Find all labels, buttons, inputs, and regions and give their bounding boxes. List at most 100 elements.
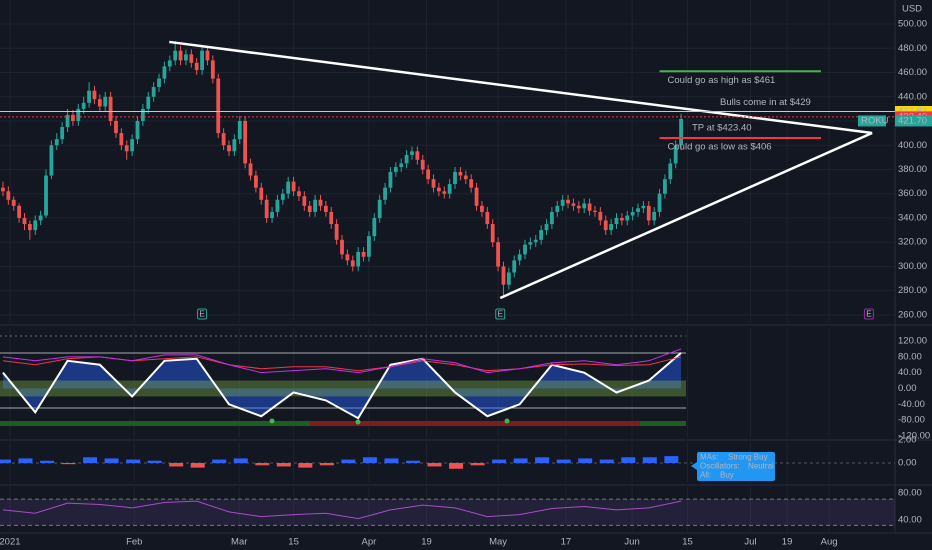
pane-separators bbox=[0, 0, 932, 534]
histogram-bar bbox=[0, 459, 11, 464]
y-tick-label: 120.00 bbox=[898, 336, 927, 347]
candle-body bbox=[399, 163, 404, 168]
candle-body bbox=[566, 199, 570, 204]
candle-body bbox=[275, 199, 280, 212]
histogram-bar bbox=[18, 458, 33, 464]
candle-body bbox=[124, 145, 129, 152]
candle-body bbox=[458, 171, 463, 176]
candle-body bbox=[264, 199, 269, 218]
candle-body bbox=[81, 102, 86, 109]
histogram-bar bbox=[492, 459, 507, 464]
candle-body bbox=[151, 87, 156, 97]
x-tick-label: 2021 bbox=[0, 537, 21, 548]
candle-body bbox=[356, 251, 361, 267]
histogram-bar bbox=[40, 460, 55, 464]
histogram-bar bbox=[147, 460, 162, 464]
earnings-label: E bbox=[866, 310, 871, 319]
candle-body bbox=[345, 254, 350, 261]
earnings-marker bbox=[863, 308, 874, 320]
y-tick-label: 480.00 bbox=[898, 43, 927, 54]
candle-body bbox=[598, 211, 603, 221]
candle-body bbox=[87, 90, 91, 103]
signal-value: Neutral bbox=[748, 462, 774, 471]
candle-body bbox=[361, 251, 366, 257]
histogram-bar bbox=[83, 457, 98, 464]
histogram-bar bbox=[578, 458, 593, 464]
y-tick-label: 400.00 bbox=[898, 140, 927, 151]
x-tick-label: 15 bbox=[288, 537, 299, 548]
signal-key: Oscillators: bbox=[700, 462, 740, 471]
y-tick-label: 320.00 bbox=[898, 237, 927, 248]
y-tick-label: 260.00 bbox=[898, 309, 927, 320]
candle-body bbox=[636, 208, 640, 212]
candle-body bbox=[323, 205, 328, 212]
candle-body bbox=[550, 211, 554, 225]
candle-body bbox=[27, 224, 32, 231]
candle-body bbox=[259, 187, 264, 200]
histogram-bar bbox=[126, 459, 141, 464]
trendline bbox=[169, 40, 873, 135]
candle-body bbox=[329, 211, 334, 225]
currency: USD bbox=[902, 4, 922, 15]
candle-body bbox=[243, 120, 248, 164]
candle-body bbox=[200, 50, 204, 71]
candle-body bbox=[652, 211, 657, 221]
candle-body bbox=[571, 203, 576, 206]
candle-body bbox=[480, 205, 484, 212]
candle-body bbox=[646, 205, 651, 221]
candle-body bbox=[393, 167, 398, 172]
histogram-bar bbox=[556, 459, 571, 464]
candle-body bbox=[506, 272, 511, 285]
candle-body bbox=[71, 114, 75, 121]
candle-body bbox=[92, 90, 97, 100]
histogram-bar bbox=[470, 463, 485, 466]
candle-body bbox=[657, 193, 662, 212]
y-tick-label: 40.00 bbox=[898, 515, 922, 526]
candle-body bbox=[189, 54, 194, 63]
candle-body bbox=[630, 211, 635, 216]
x-tick-label: 19 bbox=[782, 537, 793, 548]
candle-body bbox=[76, 108, 81, 121]
y-tick-label: 280.00 bbox=[898, 285, 927, 296]
candle-body bbox=[286, 181, 291, 194]
rsi-band bbox=[0, 499, 895, 526]
candle-body bbox=[517, 254, 522, 261]
candle-body bbox=[533, 239, 538, 243]
signal-strip bbox=[310, 421, 640, 426]
x-tick-label: Mar bbox=[231, 537, 247, 548]
candle-body bbox=[167, 60, 172, 67]
candle-body bbox=[410, 151, 414, 155]
signal-key: MAs: bbox=[700, 453, 718, 462]
histogram-bar bbox=[621, 457, 636, 464]
y-tick-label: 80.00 bbox=[898, 351, 922, 362]
candle-body bbox=[523, 244, 527, 255]
candle-body bbox=[388, 171, 393, 188]
histogram-bar bbox=[341, 459, 356, 464]
candle-body bbox=[340, 239, 344, 255]
candle-body bbox=[140, 108, 145, 121]
candle-body bbox=[173, 50, 178, 61]
earnings-label: E bbox=[199, 310, 204, 319]
y-tick-label: 0.00 bbox=[898, 383, 917, 394]
candle-body bbox=[593, 210, 597, 212]
oscillator-band bbox=[0, 380, 686, 397]
candle-body bbox=[447, 184, 452, 194]
histogram-bar bbox=[319, 463, 334, 466]
candle-body bbox=[146, 96, 151, 109]
candle-body bbox=[496, 242, 500, 267]
y-tick-label: 360.00 bbox=[898, 188, 927, 199]
histogram-bar bbox=[61, 463, 76, 465]
candle-body bbox=[44, 175, 48, 216]
candle-body bbox=[404, 154, 409, 164]
level-note: Bulls come in at $429 bbox=[720, 97, 811, 108]
candle-body bbox=[603, 220, 608, 231]
signal-dot bbox=[355, 419, 361, 425]
x-tick-label: Aug bbox=[821, 537, 838, 548]
y-tick-label: 500.00 bbox=[898, 19, 927, 30]
y-tick-label: -40.00 bbox=[898, 399, 925, 410]
x-tick-label: May bbox=[489, 537, 507, 548]
earnings-marker bbox=[197, 308, 208, 320]
x-tick-label: Jun bbox=[624, 537, 639, 548]
histogram-bar bbox=[212, 459, 227, 464]
